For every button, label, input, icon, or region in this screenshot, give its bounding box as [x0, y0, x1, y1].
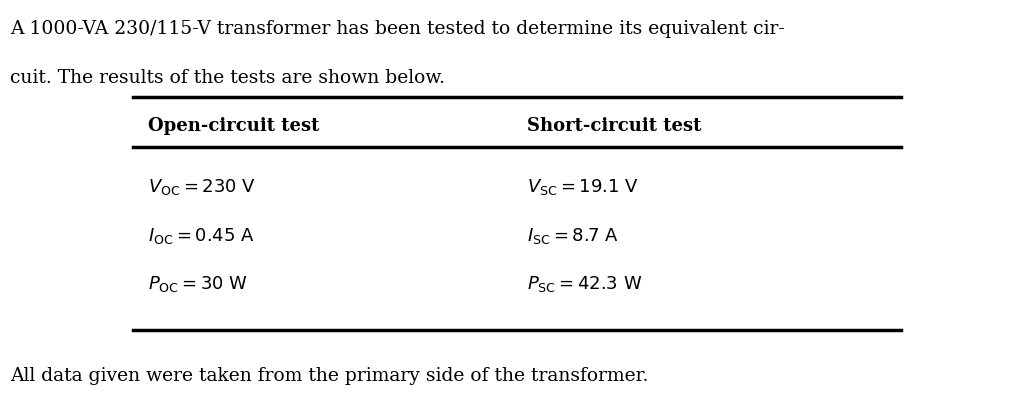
Text: $I_{\mathrm{SC}} = 8.7\ \mathrm{A}$: $I_{\mathrm{SC}} = 8.7\ \mathrm{A}$ [527, 226, 620, 246]
Text: $V_{\mathrm{OC}} = 230\ \mathrm{V}$: $V_{\mathrm{OC}} = 230\ \mathrm{V}$ [148, 177, 256, 197]
Text: $P_{\mathrm{OC}} = 30\ \mathrm{W}$: $P_{\mathrm{OC}} = 30\ \mathrm{W}$ [148, 274, 249, 294]
Text: Short-circuit test: Short-circuit test [527, 117, 701, 135]
Text: $V_{\mathrm{SC}} = 19.1\ \mathrm{V}$: $V_{\mathrm{SC}} = 19.1\ \mathrm{V}$ [527, 177, 639, 197]
Text: All data given were taken from the primary side of the transformer.: All data given were taken from the prima… [10, 367, 648, 385]
Text: cuit. The results of the tests are shown below.: cuit. The results of the tests are shown… [10, 69, 445, 87]
Text: $P_{\mathrm{SC}} = 42.3\ \mathrm{W}$: $P_{\mathrm{SC}} = 42.3\ \mathrm{W}$ [527, 274, 643, 294]
Text: Open-circuit test: Open-circuit test [148, 117, 319, 135]
Text: A 1000-VA 230/115-V transformer has been tested to determine its equivalent cir-: A 1000-VA 230/115-V transformer has been… [10, 20, 785, 38]
Text: $I_{\mathrm{OC}} = 0.45\ \mathrm{A}$: $I_{\mathrm{OC}} = 0.45\ \mathrm{A}$ [148, 226, 255, 246]
